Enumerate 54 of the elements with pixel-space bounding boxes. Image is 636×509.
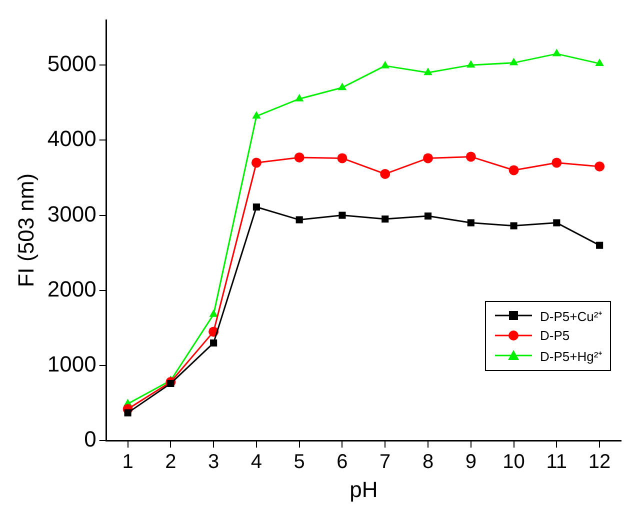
point	[380, 168, 390, 179]
point	[380, 60, 390, 68]
point	[251, 158, 262, 168]
y-tick-label: 2000	[47, 276, 96, 302]
point	[338, 212, 346, 219]
x-tick-label: 2	[165, 451, 176, 474]
x-tick-label: 10	[502, 451, 525, 474]
point	[295, 94, 304, 102]
point	[296, 216, 303, 224]
point	[209, 309, 218, 317]
point	[424, 68, 432, 76]
x-tick-label: 8	[422, 451, 434, 474]
x-axis-title: pH	[350, 476, 378, 502]
legend-label: D-P5+Hg²⁺	[540, 348, 602, 365]
y-axis-title: FI (503 nm)	[13, 173, 38, 288]
x-tick-label: 11	[546, 451, 568, 474]
point	[509, 58, 518, 66]
point	[467, 219, 474, 226]
point	[595, 58, 604, 66]
y-tick-label: 3000	[47, 201, 96, 226]
point	[338, 82, 347, 90]
point	[210, 339, 218, 346]
point	[552, 48, 561, 56]
point	[167, 380, 174, 388]
legend-label: D-P5	[540, 328, 570, 344]
point	[466, 60, 476, 68]
point	[252, 111, 261, 119]
x-tick-label: 12	[588, 451, 611, 474]
point	[594, 161, 605, 172]
x-tick-label: 3	[208, 451, 220, 474]
point	[424, 212, 432, 220]
point	[294, 152, 304, 162]
legend-label: D-P5+Cu²⁺	[540, 308, 602, 325]
x-tick-label: 1	[122, 451, 134, 474]
point	[382, 216, 389, 223]
point	[252, 203, 260, 211]
y-tick-label: 4000	[47, 126, 96, 152]
point	[596, 242, 604, 249]
x-tick-label: 6	[336, 451, 348, 474]
point	[508, 165, 519, 176]
point	[510, 222, 518, 230]
point	[337, 153, 348, 164]
point	[552, 158, 562, 168]
y-tick-label: 0	[84, 426, 96, 452]
x-tick-label: 4	[250, 451, 262, 474]
x-tick-label: 9	[465, 451, 476, 474]
y-tick-label: 1000	[47, 352, 96, 377]
x-tick-label: 5	[294, 451, 305, 474]
point	[466, 152, 476, 162]
point	[553, 219, 560, 226]
y-tick-label: 5000	[47, 51, 96, 76]
point	[124, 409, 132, 416]
point	[423, 153, 434, 164]
x-tick-label: 7	[380, 451, 391, 474]
